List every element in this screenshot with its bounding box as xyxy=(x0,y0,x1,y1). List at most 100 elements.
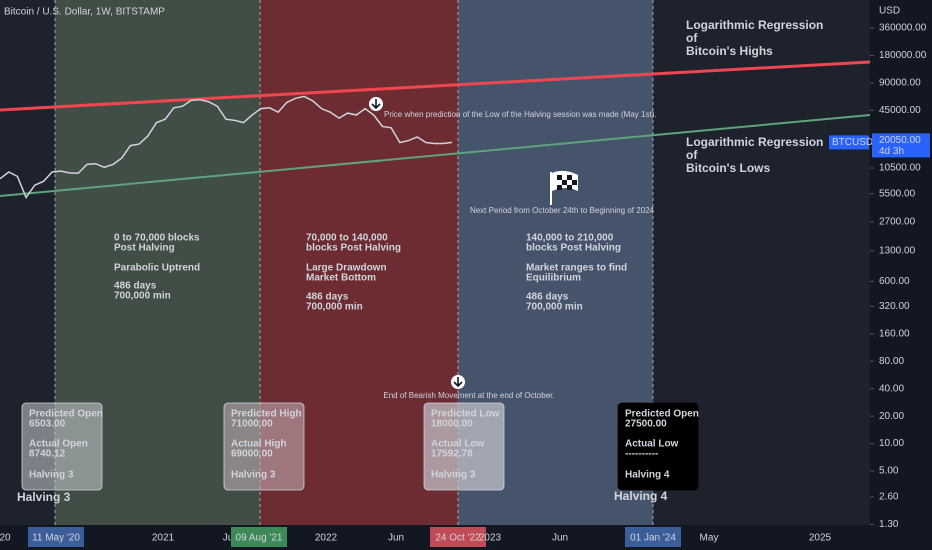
x-marker xyxy=(625,527,681,547)
x-tick-label: Jun xyxy=(388,533,404,544)
y-tick-label: 40.00 xyxy=(879,383,904,394)
phase-text: 700,000 min xyxy=(306,302,363,313)
phase-text: 700,000 min xyxy=(114,291,171,302)
prediction-box xyxy=(21,402,103,491)
y-tick-label: 45000.00 xyxy=(879,105,921,116)
box-text: Actual Open xyxy=(29,439,88,450)
countdown: 4d 3h xyxy=(879,146,904,157)
regression-label: Logarithmic Regression xyxy=(686,135,823,149)
annotation: End of Bearish Movement at the end of Oc… xyxy=(383,391,554,400)
regression-highs xyxy=(0,60,871,112)
box-text: Actual Low xyxy=(625,439,679,450)
box-text: Predicted Open xyxy=(29,409,103,420)
y-tick-label: 20.00 xyxy=(879,411,904,422)
y-tick-label: 10.00 xyxy=(879,438,904,449)
phase-text: Market Bottom xyxy=(306,273,376,284)
phase-text: 140,000 to 210,000 xyxy=(526,233,614,244)
phase-text: Large Drawdown xyxy=(306,263,387,274)
halving-label: Halving 4 xyxy=(614,489,668,503)
prediction-box xyxy=(617,402,699,491)
phase-text: Market ranges to find xyxy=(526,263,627,274)
box-text: Halving 3 xyxy=(231,470,276,481)
phase-text: 0 to 70,000 blocks xyxy=(114,233,200,244)
box-text: 6503.00 xyxy=(29,419,66,430)
phase-text: Post Halving xyxy=(114,243,175,254)
phase-text: blocks Post Halving xyxy=(526,243,621,254)
box-text: Predicted Open xyxy=(625,409,699,420)
box-text: Actual High xyxy=(231,439,287,450)
box-text: 8740.12 xyxy=(29,449,66,460)
arrow-icon xyxy=(453,377,463,388)
phase-text: blocks Post Halving xyxy=(306,243,401,254)
box-text: 18000.00 xyxy=(431,419,473,430)
y-axis-bg xyxy=(870,0,932,550)
halving-label: Halving 3 xyxy=(17,490,71,504)
y-tick-label: 10500.00 xyxy=(879,163,921,174)
annotation: Next Period from October 24th to Beginni… xyxy=(470,206,655,215)
y-tick-label: 5.00 xyxy=(879,466,899,477)
y-tick-label: 80.00 xyxy=(879,356,904,367)
box-text: Halving 3 xyxy=(431,470,476,481)
regression-label: of xyxy=(686,31,698,45)
x-tick-label: Jun xyxy=(552,533,568,544)
box-text: Predicted Low xyxy=(431,409,500,420)
box-text: 71000.00 xyxy=(231,419,273,430)
annotation: Price when prediction of the Low of the … xyxy=(384,110,657,119)
box-text: Predicted High xyxy=(231,409,302,420)
x-tick-label: 2022 xyxy=(315,533,338,544)
y-tick-label: 1.30 xyxy=(879,519,899,530)
phase-text: 486 days xyxy=(114,281,157,292)
y-tick-label: 160.00 xyxy=(879,328,910,339)
y-tick-label: 90000.00 xyxy=(879,78,921,89)
x-tick-label: 01 Jan '24 xyxy=(630,533,676,544)
x-tick-label: 09 Aug '21 xyxy=(236,533,283,544)
regression-label: Bitcoin's Highs xyxy=(686,44,773,58)
x-tick-label: 20 xyxy=(0,533,11,544)
x-tick-label: 2021 xyxy=(152,533,175,544)
y-tick-label: 2700.00 xyxy=(879,216,916,227)
regression-label: Bitcoin's Lows xyxy=(686,161,771,175)
box-text: 27500.00 xyxy=(625,419,667,430)
y-tick-label: 5500.00 xyxy=(879,188,916,199)
box-text: Actual Low xyxy=(431,439,485,450)
box-text: Halving 4 xyxy=(625,470,670,481)
x-tick-label: 24 Oct '22 xyxy=(435,533,481,544)
price-label: 20050.00 xyxy=(879,135,921,146)
x-tick-label: 11 May '20 xyxy=(32,533,80,544)
box-text: Halving 3 xyxy=(29,470,74,481)
phase-text: 486 days xyxy=(306,292,349,303)
x-marker xyxy=(231,527,287,547)
prediction-box xyxy=(223,402,305,491)
y-tick-label: 180000.00 xyxy=(879,50,927,61)
prediction-box xyxy=(423,402,505,491)
price-tag xyxy=(829,135,869,150)
box-text: 69000.00 xyxy=(231,449,273,460)
phase-text: Parabolic Uptrend xyxy=(114,263,200,274)
y-tick-label: 2.60 xyxy=(879,492,899,503)
phase-text: 70,000 to 140,000 xyxy=(306,233,388,244)
x-tick-label: 2023 xyxy=(479,533,502,544)
x-tick-label: Ju xyxy=(223,533,234,544)
box-text: 17592.78 xyxy=(431,449,473,460)
y-tick-label: 1300.00 xyxy=(879,245,916,256)
x-tick-label: May xyxy=(700,533,719,544)
x-tick-label: 2025 xyxy=(809,533,832,544)
x-marker xyxy=(28,527,84,547)
symbol-tag: BTCUSD xyxy=(832,137,873,148)
regression-label: of xyxy=(686,148,698,162)
box-text: ---------- xyxy=(625,449,658,460)
regression-lows xyxy=(0,114,871,197)
price-tag xyxy=(872,133,930,158)
y-tick-label: 600.00 xyxy=(879,276,910,287)
price-line xyxy=(0,95,453,199)
phase-text: Equilibrium xyxy=(526,273,581,284)
y-tick-label: 360000.00 xyxy=(879,23,927,34)
flag-icon xyxy=(550,170,578,205)
x-marker xyxy=(430,527,486,547)
regression-label: Logarithmic Regression xyxy=(686,18,823,32)
phase-text: 700,000 min xyxy=(526,302,583,313)
phase-text: 486 days xyxy=(526,292,569,303)
y-tick-label: 320.00 xyxy=(879,301,910,312)
